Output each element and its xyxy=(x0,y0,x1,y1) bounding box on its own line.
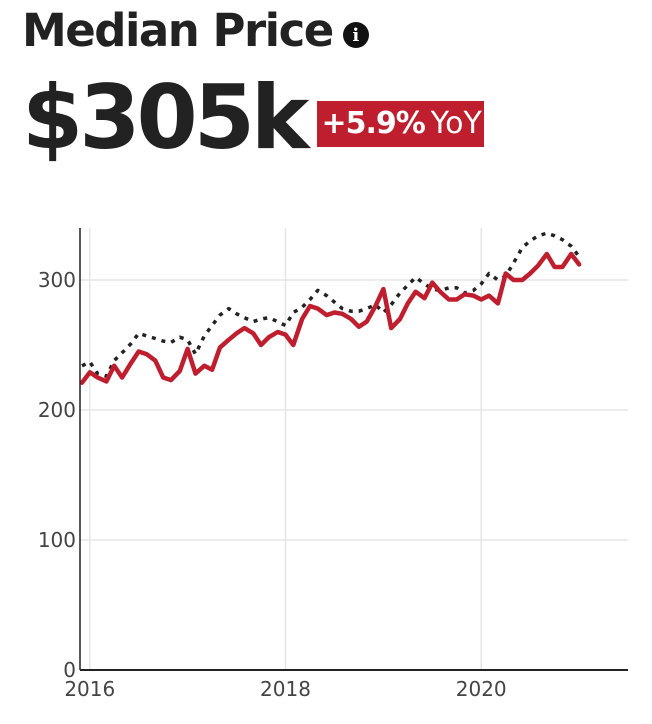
yoy-change-badge: +5.9% YoY xyxy=(317,101,484,147)
x-tick-label: 2018 xyxy=(260,677,311,701)
value-row: $305k +5.9% YoY xyxy=(22,70,642,166)
page-title: Median Price xyxy=(22,4,334,57)
yoy-change-suffix: YoY xyxy=(430,106,482,141)
median-price-value: $305k xyxy=(22,66,309,169)
y-tick-label: 300 xyxy=(38,268,76,292)
tick-label-layer: 0 100 200 300 2016 2018 2020 xyxy=(38,268,507,701)
axis-layer xyxy=(79,228,628,671)
primary-series-line xyxy=(79,251,582,385)
yoy-change-percent: +5.9% xyxy=(321,106,425,141)
info-icon[interactable]: i xyxy=(342,22,369,48)
x-tick-label: 2016 xyxy=(64,677,115,701)
y-tick-label: 0 xyxy=(63,658,76,682)
y-tick-label: 200 xyxy=(38,398,76,422)
header: Median Price i $305k +5.9% YoY xyxy=(22,0,642,166)
y-tick-label: 100 xyxy=(38,528,76,552)
median-price-line-chart: 0 100 200 300 2016 2018 2020 xyxy=(38,228,628,701)
grid-layer xyxy=(80,228,628,670)
comparison-series-line xyxy=(81,231,581,378)
title-row: Median Price i xyxy=(22,0,642,62)
series-layer xyxy=(79,231,582,385)
x-tick-label: 2020 xyxy=(456,677,507,701)
